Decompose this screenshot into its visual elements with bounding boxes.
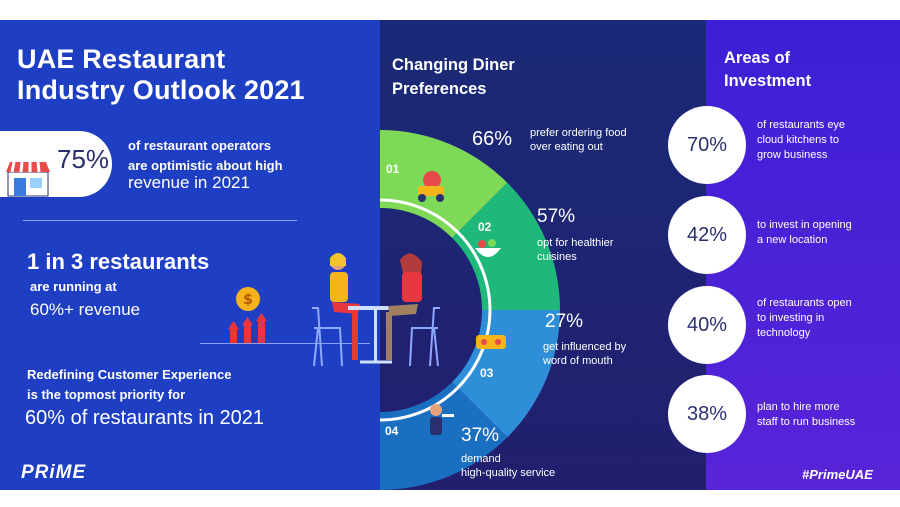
stat1-value: 75% <box>57 144 110 174</box>
invest-desc-3-l2: to investing in <box>757 312 825 324</box>
pref-desc-1-l2: over eating out <box>530 141 603 153</box>
pref-desc-2: opt for healthier cuisines <box>537 236 613 264</box>
pref-pct-4: 37% <box>461 425 500 446</box>
stat2-value: 60%+ revenue <box>30 300 141 319</box>
invest-desc-2-l2: a new location <box>757 234 828 246</box>
invest-desc-4: plan to hire more staff to run business <box>757 400 897 430</box>
pref-desc-2-l2: cuisines <box>537 251 577 263</box>
invest-circle-3: 40% <box>668 286 746 364</box>
donut-segment-02 <box>452 182 560 310</box>
invest-desc-3: of restaurants open to investing in tech… <box>757 296 897 341</box>
invest-desc-4-l2: staff to run business <box>757 416 856 428</box>
preferences-donut <box>380 130 560 490</box>
middle-title-line2: Preferences <box>392 80 487 98</box>
stat1-text: of restaurant operators are optimistic a… <box>128 136 368 176</box>
salad-icon <box>475 239 501 257</box>
pref-desc-4: demand high-quality service <box>461 452 555 480</box>
stat1-line3: revenue in 2021 <box>128 173 250 192</box>
divider <box>23 220 297 221</box>
stat2-line: are running at <box>30 279 117 294</box>
revenue-growth-icon: $ <box>228 287 267 343</box>
invest-desc-1-l3: grow business <box>757 149 828 161</box>
stat3-value: 60% of restaurants in 2021 <box>25 407 265 429</box>
invest-circle-1: 70% <box>668 106 746 184</box>
word-of-mouth-icon <box>476 335 506 349</box>
page-title: UAE Restaurant Industry Outlook 2021 <box>17 44 357 106</box>
stat2-headline: 1 in 3 restaurants <box>27 249 210 274</box>
invest-desc-3-l1: of restaurants open <box>757 297 852 309</box>
invest-desc-1-l1: of restaurants eye <box>757 119 846 131</box>
right-title-line1: Areas of <box>724 49 791 67</box>
item-num-02: 02 <box>478 220 492 234</box>
pref-desc-3: get influenced by word of mouth <box>543 340 626 368</box>
prime-logo: PRiME <box>21 462 87 483</box>
pref-desc-2-l1: opt for healthier <box>537 237 614 249</box>
title-line-2: Industry Outlook 2021 <box>17 75 305 105</box>
middle-title: Changing Diner Preferences <box>392 53 592 101</box>
donut-segment-04 <box>380 382 508 490</box>
pref-desc-4-l1: demand <box>461 453 501 465</box>
waiter-icon <box>430 404 454 435</box>
diners-illustration <box>312 253 440 367</box>
pref-pct-2: 57% <box>537 206 576 227</box>
stat3-line2: is the topmost priority for <box>27 387 186 402</box>
invest-desc-3-l3: technology <box>757 327 811 339</box>
svg-text:$: $ <box>243 292 253 308</box>
table-line <box>200 343 370 344</box>
stat1-line1: of restaurant operators <box>128 138 272 153</box>
right-title-line2: Investment <box>724 72 812 90</box>
pref-desc-1-l1: prefer ordering food <box>530 127 627 139</box>
pref-desc-3-l1: get influenced by <box>543 341 627 353</box>
item-num-03: 03 <box>480 366 494 380</box>
right-title: Areas of Investment <box>724 47 811 93</box>
store-icon <box>6 161 50 197</box>
title-line-1: UAE Restaurant <box>17 44 226 74</box>
donut-segment-01 <box>380 130 508 238</box>
stat3-line1: Redefining Customer Experience <box>27 367 232 382</box>
pref-desc-1: prefer ordering food over eating out <box>530 126 627 154</box>
invest-desc-1-l2: cloud kitchens to <box>757 134 839 146</box>
middle-title-line1: Changing Diner <box>392 56 515 74</box>
pref-desc-4-l2: high-quality service <box>461 467 556 479</box>
hashtag: #PrimeUAE <box>802 467 873 482</box>
invest-desc-4-l1: plan to hire more <box>757 401 840 413</box>
invest-desc-1: of restaurants eye cloud kitchens to gro… <box>757 118 897 163</box>
invest-desc-2-l1: to invest in opening <box>757 219 852 231</box>
item-num-01: 01 <box>386 162 400 176</box>
stat1-line2: are optimistic about high <box>128 158 283 173</box>
food-delivery-icon <box>418 171 444 202</box>
infographic: UAE Restaurant Industry Outlook 2021 75%… <box>0 20 900 490</box>
item-num-04: 04 <box>385 424 399 438</box>
invest-desc-2: to invest in opening a new location <box>757 218 897 248</box>
pref-pct-1: 66% <box>472 128 513 150</box>
invest-circle-4: 38% <box>668 375 746 453</box>
pref-pct-3: 27% <box>545 311 584 332</box>
left-panel <box>0 20 380 490</box>
pref-desc-3-l2: word of mouth <box>543 355 613 367</box>
invest-circle-2: 42% <box>668 196 746 274</box>
